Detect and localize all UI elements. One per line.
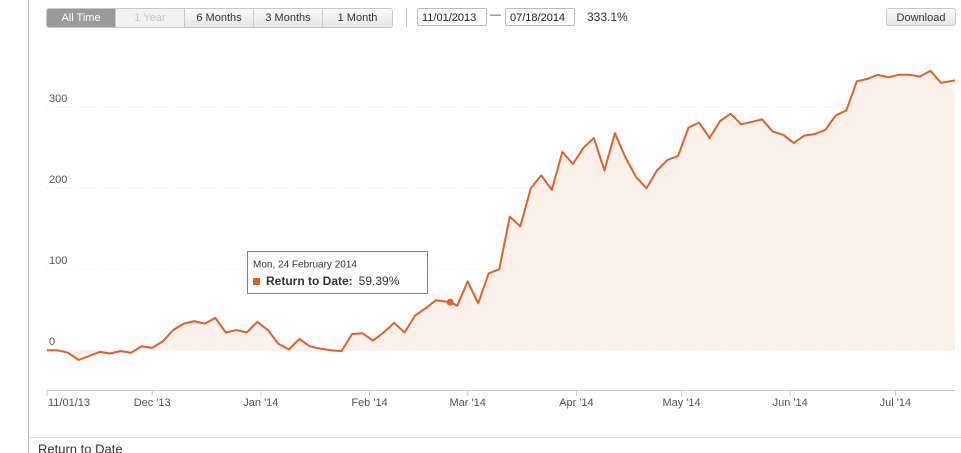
- y-tick-label: 300: [49, 93, 67, 105]
- date-to-input[interactable]: 07/18/2014: [505, 8, 575, 26]
- x-tick-label: Jun '14: [773, 397, 808, 409]
- range-button: 1 Year: [116, 9, 185, 27]
- range-button[interactable]: 6 Months: [185, 9, 254, 27]
- x-tick-label: 11/01/13: [48, 397, 90, 409]
- plot-area: 0 100 200 300 11/01/13 Dec '13 Jan '14 Feb '14 M…: [46, 69, 956, 409]
- tooltip-value: 59.39%: [359, 274, 400, 288]
- tooltip: Mon, 24 February 2014 Return to Date: 59.3…: [247, 251, 428, 294]
- x-tick-label: Dec '13: [134, 397, 171, 409]
- tooltip-date: Mon, 24 February 2014: [253, 260, 357, 271]
- x-tick-label: Feb '14: [351, 397, 387, 409]
- line: [47, 69, 956, 361]
- x-tick-label: May '14: [662, 397, 700, 409]
- x-tick-label: Mar '14: [450, 397, 486, 409]
- x-tick-label: Jul '14: [880, 397, 911, 409]
- date-from-input[interactable]: 11/01/2013: [417, 8, 487, 26]
- hover-point: [446, 298, 454, 306]
- tooltip-box: [247, 251, 428, 294]
- total-return: 333.1%: [587, 10, 628, 24]
- range-button[interactable]: All Time: [47, 9, 116, 27]
- section-title: Return to Date: [38, 441, 123, 453]
- date-dash: —: [490, 9, 501, 21]
- tooltip-series: Return to Date:: [266, 274, 353, 288]
- range-selector: All Time 1 Year 6 Months 3 Months 1 Mont…: [46, 8, 393, 28]
- y-tick-label: 200: [49, 174, 67, 186]
- x-tick-label: Apr '14: [559, 397, 594, 409]
- tooltip-swatch: [253, 278, 260, 285]
- separator: [406, 8, 407, 28]
- x-tick-label: Jan '14: [243, 397, 278, 409]
- range-button[interactable]: 1 Month: [323, 9, 392, 27]
- toolbar: All Time 1 Year 6 Months 3 Months 1 Mont…: [0, 0, 961, 34]
- download-button[interactable]: Download: [886, 8, 956, 26]
- area-fill: [47, 70, 955, 361]
- y-tick-label: 100: [49, 255, 67, 267]
- y-tick-label: 0: [49, 336, 55, 348]
- range-button[interactable]: 3 Months: [254, 9, 323, 27]
